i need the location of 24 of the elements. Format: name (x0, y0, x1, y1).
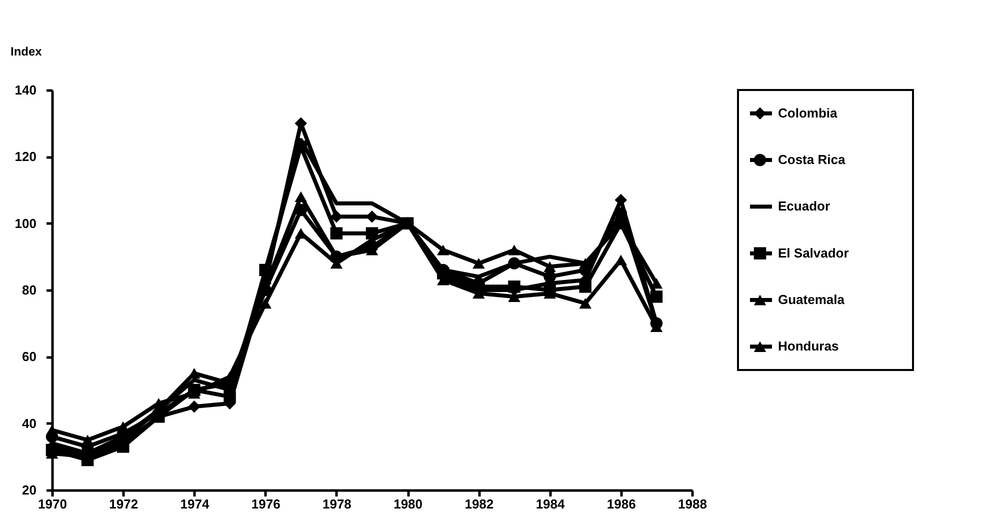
y-axis-title: Index (10, 44, 42, 58)
x-tick-label: 1978 (322, 496, 352, 512)
y-tick-label: 80 (22, 282, 36, 298)
legend-label: El Salvador (778, 245, 849, 260)
y-tick-label: 100 (14, 216, 36, 231)
x-tick-label: 1984 (536, 496, 566, 512)
y-tick-label: 60 (22, 349, 36, 364)
x-tick-label: 1986 (606, 496, 636, 512)
x-tick-label: 1970 (38, 496, 67, 512)
y-tick-label: 20 (22, 482, 36, 498)
legend-label: Honduras (778, 338, 839, 354)
legend-label: Costa Rica (778, 152, 846, 167)
x-tick-label: 1972 (109, 496, 138, 512)
x-tick-label: 1974 (180, 496, 210, 512)
y-tick-label: 120 (14, 149, 36, 164)
legend-label: Colombia (778, 105, 838, 120)
y-tick-label: 40 (22, 416, 36, 431)
x-tick-label: 1988 (678, 496, 707, 512)
y-tick-label: 140 (14, 82, 36, 98)
x-tick-label: 1980 (394, 496, 423, 512)
x-tick-label: 1976 (251, 496, 280, 512)
x-tick-label: 1982 (464, 496, 494, 512)
legend-label: Ecuador (778, 198, 830, 214)
legend-label: Guatemala (778, 292, 846, 307)
